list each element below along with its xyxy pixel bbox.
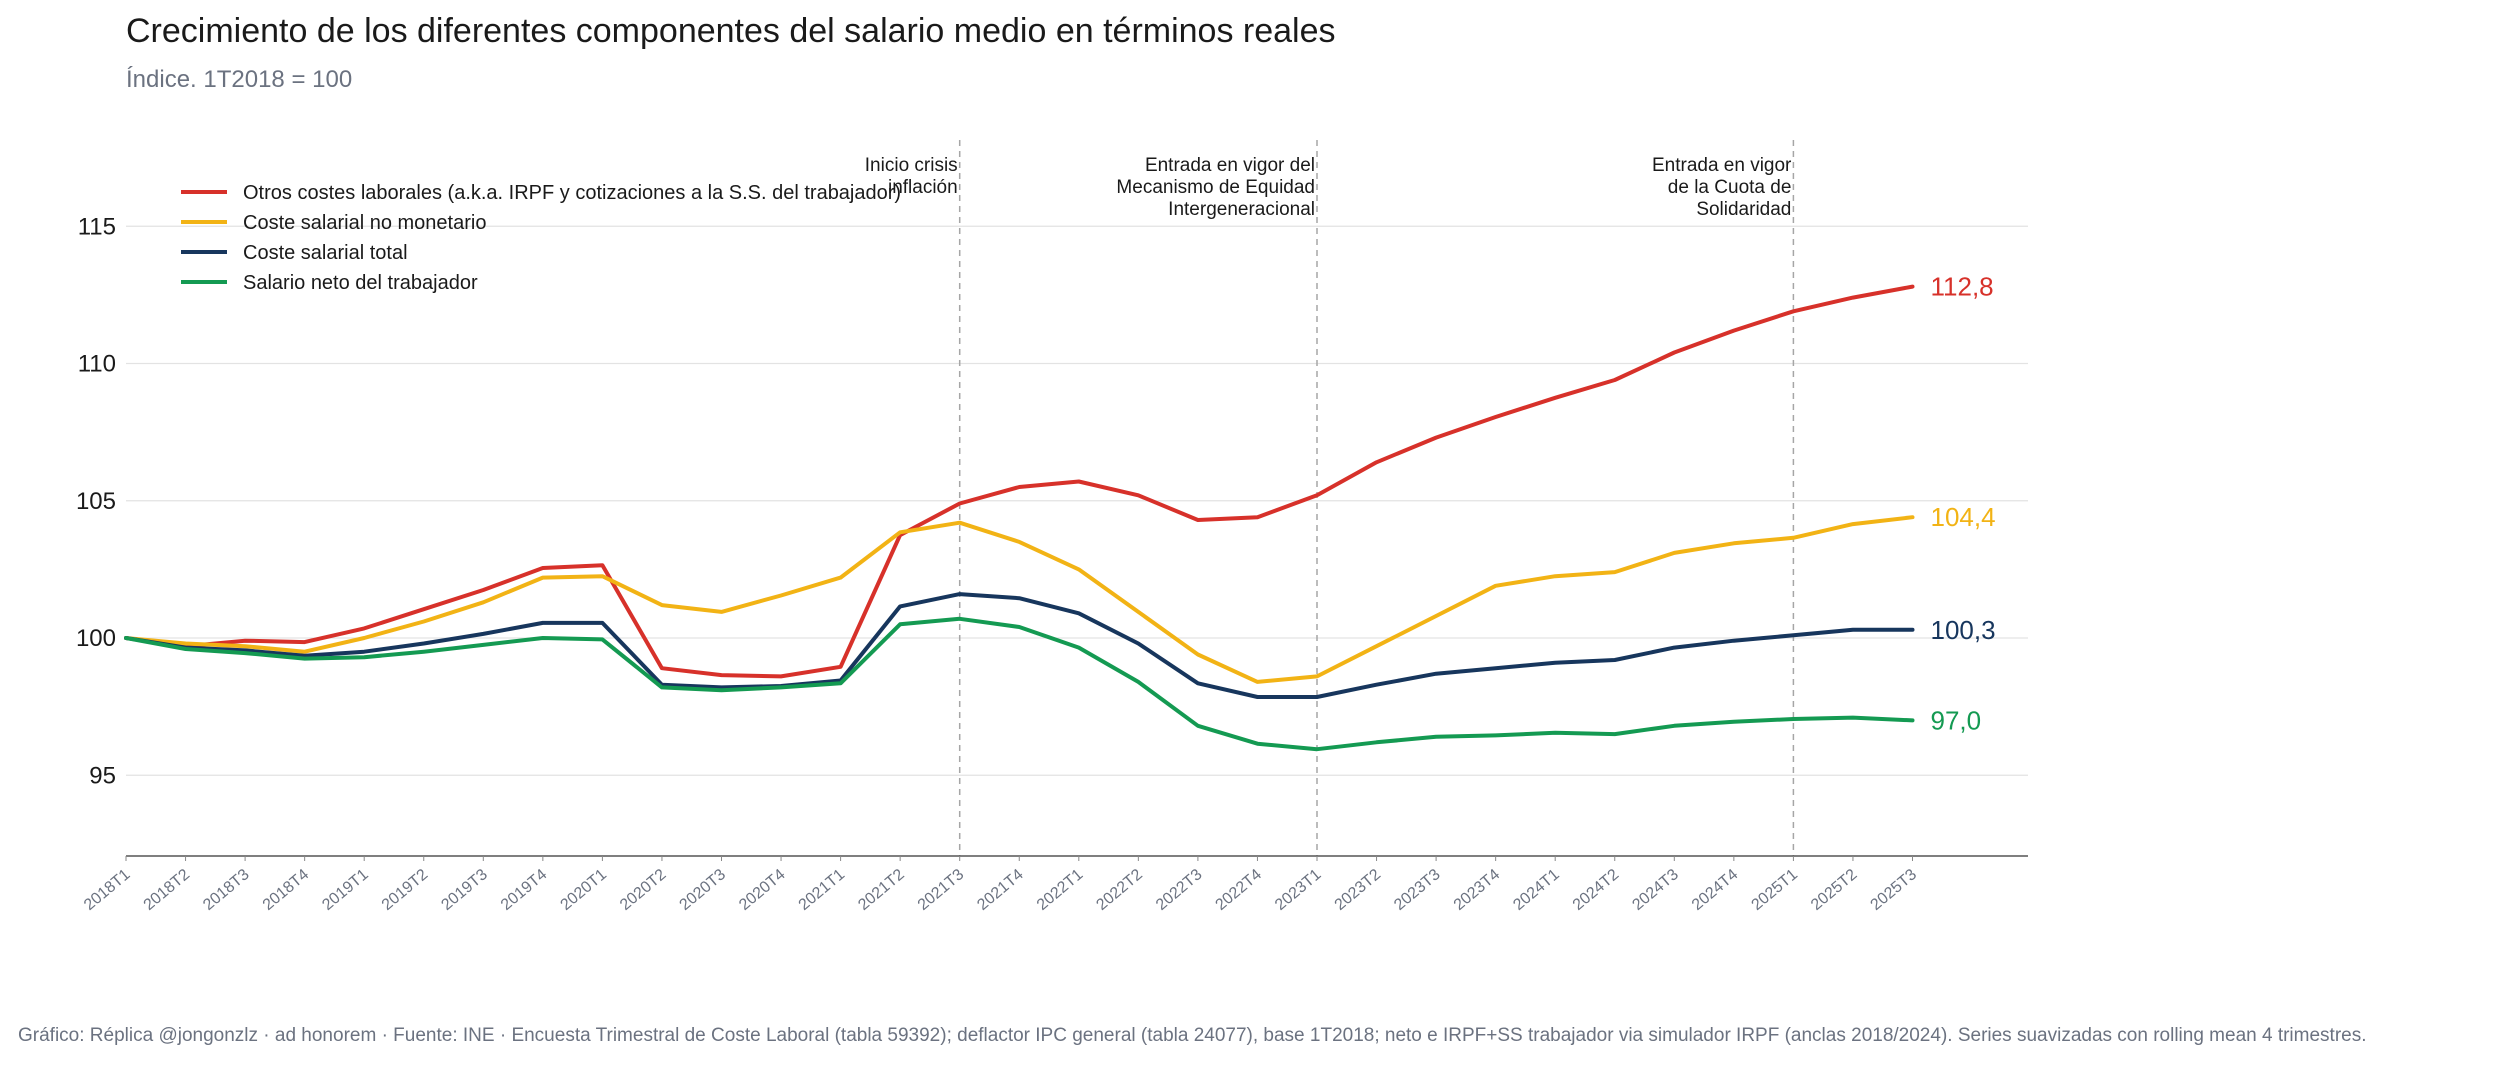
x-tick-label: 2024T2 [1570,866,1623,914]
x-tick-label: 2018T4 [260,866,313,914]
series-line [124,515,1915,684]
x-tick-label: 2022T4 [1213,866,1266,914]
x-tick-label: 2023T2 [1332,866,1385,914]
event-label: Inicio crisis [865,155,958,176]
x-tick-label: 2019T1 [319,866,372,914]
end-labels: 112,8 104,4 100,3 97,0 [1931,272,1996,736]
x-tick-label: 2019T2 [379,866,432,914]
x-tick-label: 2023T1 [1272,866,1325,914]
event-label: Mecanismo de Equidad [1116,177,1315,198]
x-tick-label: 2022T2 [1093,866,1146,914]
x-tick-label: 2025T1 [1748,866,1801,914]
y-tick-label: 100 [76,625,116,652]
x-tick-label: 2022T1 [1034,866,1087,914]
series-end-label: 100,3 [1931,615,1996,645]
x-tick-label: 2021T4 [974,866,1027,914]
event-label: inflación [888,177,958,198]
series-end-label: 104,4 [1931,502,1996,532]
event-label: Entrada en vigor [1652,155,1792,176]
event-label: de la Cuota de [1668,177,1792,198]
y-tick-label: 105 [76,488,116,515]
event-label: Entrada en vigor del [1145,155,1315,176]
chart-footer: Gráfico: Réplica @jongonzlz · ad honorem… [18,1025,2367,1046]
series-line [124,592,1915,699]
x-tick-label: 2018T1 [81,866,134,914]
x-tick-label: 2018T3 [200,866,253,914]
x-tick-label: 2020T2 [617,866,670,914]
y-tick-label: 110 [78,351,116,378]
legend-entry: Coste salarial total [243,242,408,264]
series-end-label: 112,8 [1931,272,1994,302]
x-tick-label: 2019T4 [498,866,551,914]
series-line [124,284,1915,679]
chart-subtitle: Índice. 1T2018 = 100 [126,66,353,93]
legend-entry: Coste salarial no monetario [243,212,486,234]
y-tick-label: 115 [78,213,116,240]
x-tick-label: 2020T1 [557,866,610,914]
x-tick-label: 2025T3 [1868,866,1921,914]
legend: Otros costes laborales (a.k.a. IRPF y co… [181,182,901,294]
y-tick-label: 95 [89,762,116,789]
x-tick-label: 2022T3 [1153,866,1206,914]
series-lines [124,284,1915,752]
series-line [124,616,1915,752]
gridlines [126,225,2028,776]
series-end-label: 97,0 [1931,705,1982,735]
chart-title: Crecimiento de los diferentes componente… [126,12,1336,50]
x-tick-label: 2018T2 [141,866,194,914]
x-tick-label: 2021T3 [915,866,968,914]
x-tick-label: 2024T4 [1689,866,1742,914]
x-tick-label: 2021T2 [855,866,908,914]
x-tick-label: 2021T1 [796,866,849,914]
x-tick-label: 2025T2 [1808,866,1861,914]
x-tick-label: 2024T1 [1510,866,1563,914]
legend-entry: Salario neto del trabajador [243,272,478,294]
event-label: Solidaridad [1696,199,1791,220]
x-tick-label: 2019T3 [438,866,491,914]
x-tick-label: 2020T4 [736,866,789,914]
event-label: Intergeneracional [1168,199,1315,220]
legend-entry: Otros costes laborales (a.k.a. IRPF y co… [243,182,901,204]
x-tick-label: 2023T3 [1391,866,1444,914]
x-tick-label: 2023T4 [1451,866,1504,914]
x-tick-label: 2024T3 [1629,866,1682,914]
x-tick-label: 2020T3 [677,866,730,914]
